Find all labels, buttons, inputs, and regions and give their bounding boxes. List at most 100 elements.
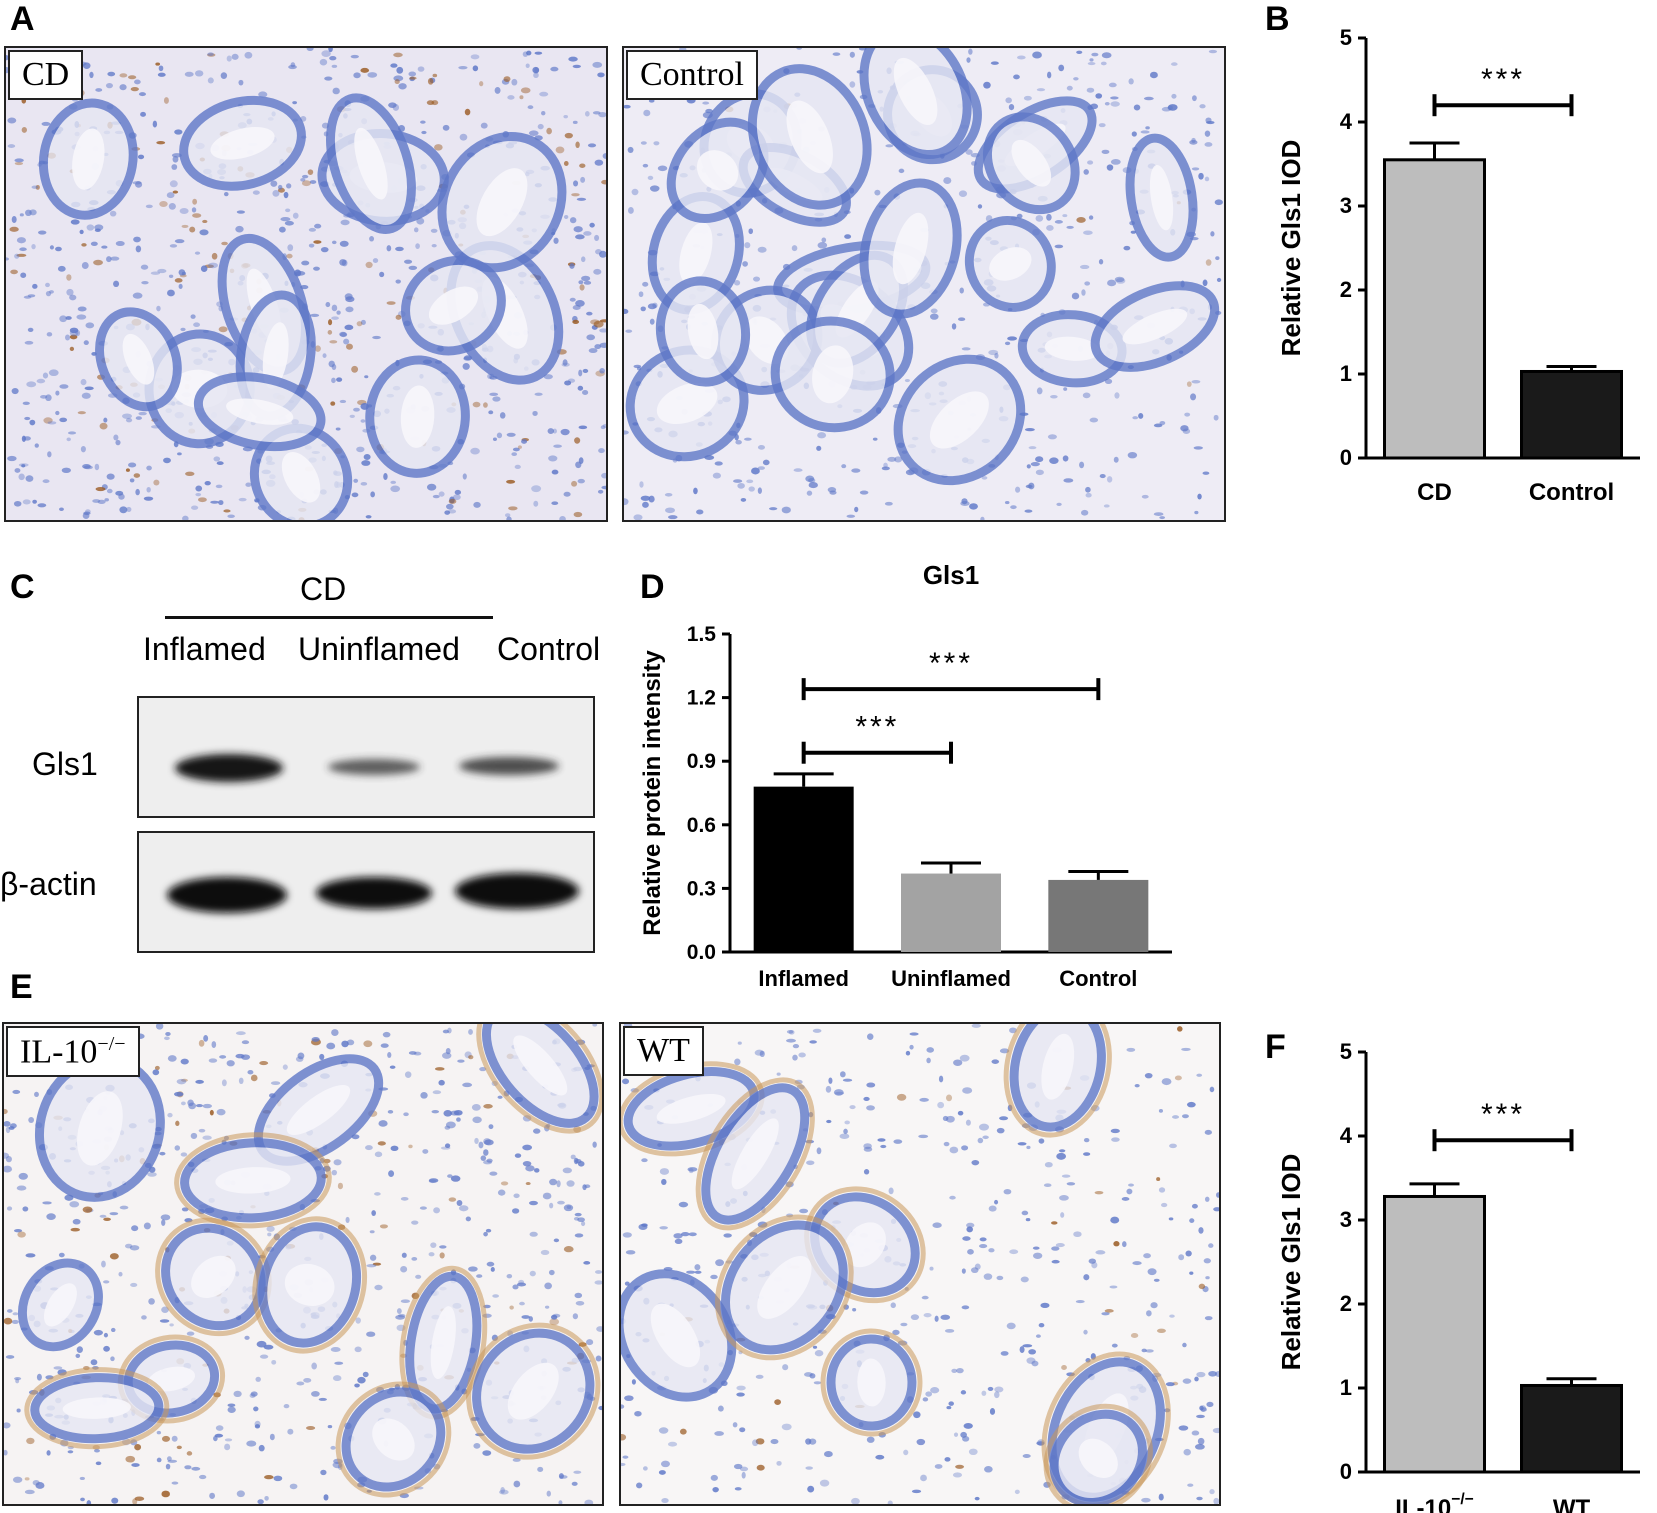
tissue-nucleus bbox=[593, 320, 604, 328]
tissue-nucleus bbox=[309, 180, 317, 184]
tissue-nucleus bbox=[330, 1346, 341, 1353]
tissue-nucleus bbox=[851, 1497, 860, 1504]
tissue-nucleus bbox=[649, 185, 660, 192]
tissue-nucleus bbox=[796, 48, 802, 50]
tissue-nucleus bbox=[710, 1274, 718, 1280]
tissue-nucleus bbox=[327, 330, 333, 335]
tissue-nucleus bbox=[72, 1218, 81, 1225]
tissue-nucleus bbox=[31, 243, 36, 250]
tissue-nucleus bbox=[41, 121, 51, 126]
tissue-nucleus bbox=[378, 1120, 388, 1127]
tissue-nucleus bbox=[988, 1248, 995, 1253]
tissue-nucleus bbox=[509, 1305, 514, 1310]
tissue-nucleus bbox=[522, 1160, 532, 1167]
tissue-nucleus bbox=[531, 485, 542, 493]
tissue-nucleus bbox=[1094, 1190, 1104, 1195]
tissue-nucleus bbox=[413, 227, 419, 233]
blot-row-gls1: Gls1 bbox=[32, 746, 98, 782]
tissue-nucleus bbox=[161, 1490, 170, 1498]
tissue-nucleus bbox=[130, 87, 139, 92]
tissue-nucleus bbox=[562, 1167, 572, 1174]
tissue-nucleus bbox=[485, 1228, 492, 1233]
tissue-nucleus bbox=[659, 1168, 670, 1175]
tissue-nucleus bbox=[324, 76, 333, 81]
y-tick-label: 0.0 bbox=[687, 941, 716, 964]
tissue-nucleus bbox=[14, 161, 24, 166]
tissue-nucleus bbox=[103, 1280, 110, 1284]
panel-c-letter: C bbox=[10, 568, 35, 606]
tissue-nucleus bbox=[1098, 123, 1106, 128]
tissue-nucleus bbox=[156, 1457, 162, 1463]
tissue-nucleus bbox=[1024, 428, 1035, 432]
tissue-nucleus bbox=[311, 1037, 320, 1042]
tissue-nucleus bbox=[48, 369, 59, 377]
tissue-nucleus bbox=[156, 140, 166, 145]
tissue-nucleus bbox=[953, 1432, 959, 1437]
tissue-nucleus bbox=[533, 72, 539, 79]
tissue-nucleus bbox=[279, 226, 286, 233]
tissue-nucleus bbox=[22, 1206, 29, 1212]
tissue-nucleus bbox=[962, 1087, 973, 1094]
tissue-nucleus bbox=[1089, 417, 1099, 423]
tissue-nucleus bbox=[781, 506, 791, 514]
tissue-nucleus bbox=[1095, 1250, 1106, 1255]
tissue-nucleus bbox=[192, 213, 202, 218]
tissue-nucleus bbox=[190, 314, 196, 319]
tissue-nucleus bbox=[582, 1184, 587, 1191]
tissue-nucleus bbox=[806, 490, 813, 496]
tissue-nucleus bbox=[1062, 455, 1069, 462]
tissue-nucleus bbox=[69, 334, 78, 340]
tissue-nucleus bbox=[497, 1189, 506, 1196]
tissue-nucleus bbox=[599, 342, 606, 348]
tissue-nucleus bbox=[884, 501, 893, 506]
tissue-nucleus bbox=[1204, 1129, 1212, 1135]
tissue-nucleus bbox=[69, 327, 79, 334]
tissue-nucleus bbox=[971, 1159, 980, 1166]
tissue-nucleus bbox=[642, 281, 649, 287]
y-tick-label: 0 bbox=[1340, 1459, 1352, 1484]
tissue-nucleus bbox=[156, 305, 161, 312]
tissue-nucleus bbox=[983, 1273, 993, 1280]
tissue-nucleus bbox=[506, 516, 512, 520]
tissue-nucleus bbox=[1024, 509, 1033, 513]
tissue-nucleus bbox=[168, 274, 174, 278]
tissue-nucleus bbox=[1109, 1285, 1118, 1289]
tissue-nucleus bbox=[111, 1497, 119, 1504]
tissue-nucleus bbox=[624, 1395, 634, 1402]
tissue-nucleus bbox=[195, 1104, 203, 1108]
tissue-nucleus bbox=[923, 1312, 932, 1318]
tissue-nucleus bbox=[107, 71, 116, 77]
tissue-nucleus bbox=[814, 1350, 824, 1357]
tissue-nucleus bbox=[5, 1355, 15, 1359]
tissue-nucleus bbox=[480, 1155, 487, 1161]
tissue-nucleus bbox=[1043, 1183, 1052, 1188]
tissue-nucleus bbox=[415, 1274, 422, 1279]
tissue-nucleus bbox=[991, 1059, 1000, 1064]
tissue-nucleus bbox=[817, 241, 828, 249]
tissue-nucleus bbox=[769, 507, 778, 511]
tissue-nucleus bbox=[1028, 1349, 1037, 1355]
tissue-nucleus bbox=[231, 53, 239, 60]
tissue-nucleus bbox=[791, 245, 798, 252]
tissue-nucleus bbox=[93, 1329, 103, 1336]
tissue-nucleus bbox=[4, 1422, 11, 1429]
tissue-nucleus bbox=[11, 215, 17, 223]
tissue-nucleus bbox=[984, 1465, 993, 1473]
tissue-nucleus bbox=[408, 1144, 413, 1149]
tissue-nucleus bbox=[318, 1397, 327, 1401]
tissue-nucleus bbox=[740, 497, 747, 502]
tissue-nucleus bbox=[428, 1178, 439, 1183]
tissue-nucleus bbox=[431, 244, 437, 248]
tissue-nucleus bbox=[599, 328, 606, 333]
micrograph-control: Control bbox=[622, 46, 1226, 522]
tissue-nucleus bbox=[178, 283, 183, 289]
tissue-nucleus bbox=[520, 87, 531, 94]
tissue-nucleus bbox=[489, 1171, 498, 1176]
tissue-nucleus bbox=[258, 1444, 265, 1452]
tissue-nucleus bbox=[94, 224, 104, 231]
tissue-nucleus bbox=[444, 1125, 451, 1130]
tissue-nucleus bbox=[574, 1212, 582, 1217]
tissue-nucleus bbox=[712, 1486, 719, 1493]
tissue-nucleus bbox=[270, 180, 278, 187]
tissue-nucleus bbox=[452, 494, 461, 501]
